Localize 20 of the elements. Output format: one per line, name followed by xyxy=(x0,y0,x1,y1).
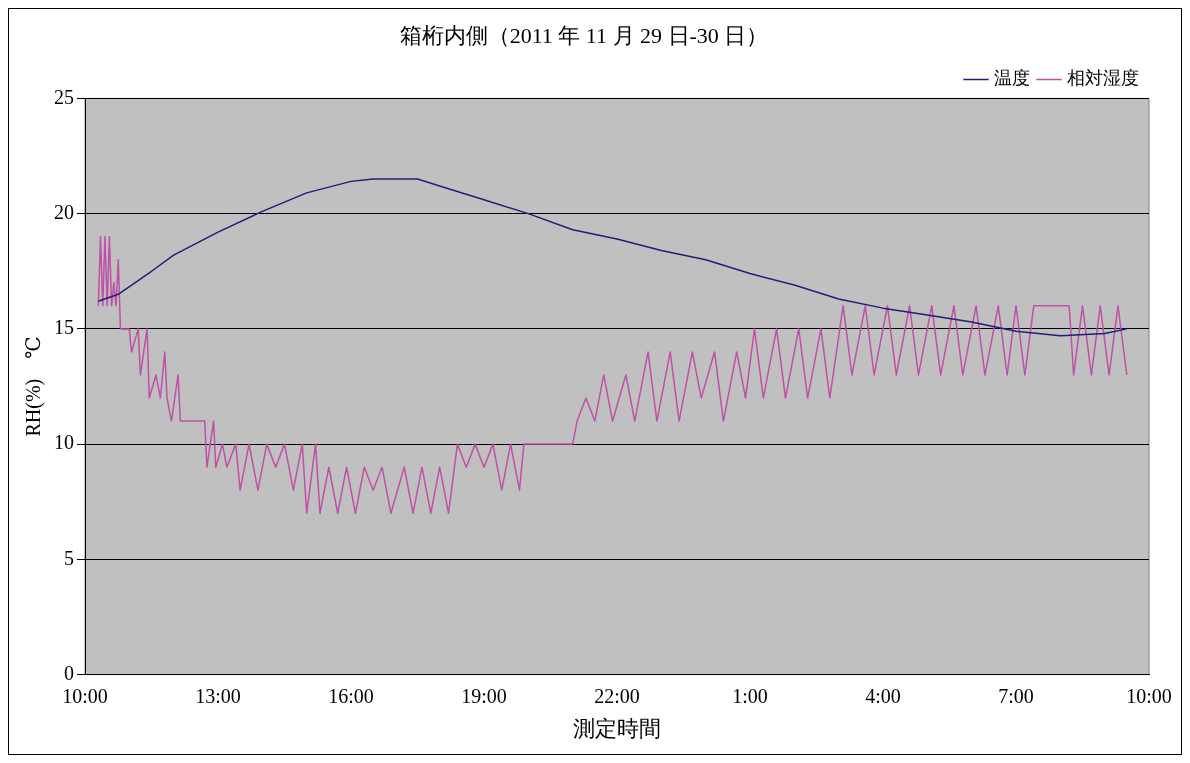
x-axis-title: 測定時間 xyxy=(573,715,661,741)
x-tick-label: 10:00 xyxy=(62,684,108,707)
legend-label: 温度 xyxy=(994,68,1030,89)
x-tick-label: 19:00 xyxy=(461,684,507,707)
y-tick-label: 20 xyxy=(54,200,74,223)
x-tick-label: 1:00 xyxy=(732,684,768,707)
x-tick-label: 16:00 xyxy=(328,684,374,707)
x-tick-label: 10:00 xyxy=(1126,684,1172,707)
x-tick-label: 4:00 xyxy=(865,684,901,707)
y-tick-label: 5 xyxy=(64,546,74,569)
y-axis-title: RH(%) ℃ xyxy=(22,336,46,437)
x-tick-label: 13:00 xyxy=(195,684,241,707)
legend-label: 相対湿度 xyxy=(1067,68,1139,89)
x-tick-label: 7:00 xyxy=(998,684,1034,707)
x-tick-label: 22:00 xyxy=(594,684,640,707)
y-tick-label: 25 xyxy=(54,85,74,108)
y-tick-label: 10 xyxy=(54,431,74,454)
chart-title: 箱桁内側（2011 年 11 月 29 日-30 日） xyxy=(399,22,769,48)
y-tick-label: 0 xyxy=(64,661,74,684)
y-tick-label: 15 xyxy=(54,316,74,339)
